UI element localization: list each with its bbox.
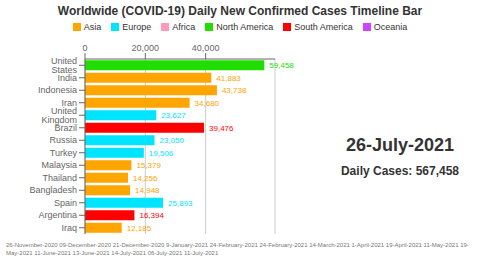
svg-text:Spain: Spain — [54, 198, 77, 208]
html-text:United: United — [51, 105, 77, 116]
html-text:States: States — [51, 64, 77, 75]
html-text:Europe: Europe — [122, 22, 152, 32]
html-text:Asia: Asia — [83, 22, 102, 32]
svg-text:59,458: 59,458 — [269, 61, 294, 70]
svg-text:India: India — [57, 73, 77, 83]
svg-text:40,000: 40,000 — [192, 43, 220, 53]
html-text:Africa: Africa — [172, 22, 196, 32]
svg-text:15,379: 15,379 — [136, 161, 161, 170]
svg-text:Turkey: Turkey — [50, 148, 78, 158]
html-text:North America: North America — [216, 22, 274, 32]
svg-text:Indonesia: Indonesia — [38, 85, 77, 95]
html-text:Oceania: Oceania — [373, 22, 408, 32]
html-text:United: United — [51, 55, 77, 66]
svg-text:Thailand: Thailand — [42, 173, 77, 183]
svg-text:23,627: 23,627 — [161, 111, 186, 120]
svg-text:43,738: 43,738 — [222, 86, 247, 95]
html-text:Kingdom: Kingdom — [41, 114, 77, 125]
svg-text:Russia: Russia — [49, 135, 77, 145]
svg-text:34,680: 34,680 — [195, 99, 220, 108]
svg-text:12,185: 12,185 — [127, 224, 152, 233]
svg-text:41,883: 41,883 — [216, 74, 241, 83]
svg-text:Iran: Iran — [61, 97, 77, 108]
svg-text:Bangladesh: Bangladesh — [29, 185, 77, 195]
html-text:26-July-2021: 26-July-2021 — [346, 135, 454, 155]
html-text:Daily Cases: 567,458: Daily Cases: 567,458 — [341, 164, 459, 178]
svg-text:14,256: 14,256 — [133, 174, 158, 183]
svg-text:39,476: 39,476 — [209, 124, 234, 133]
svg-text:Argentina: Argentina — [38, 210, 77, 220]
html-text:South America: South America — [294, 22, 353, 32]
svg-text:16,394: 16,394 — [139, 211, 164, 220]
svg-text:14,948: 14,948 — [135, 186, 160, 195]
svg-text:0: 0 — [82, 43, 87, 53]
svg-text:23,050: 23,050 — [160, 136, 185, 145]
html-text:26-November-2020 09-December-2: 26-November-2020 09-December-2020 21-Dec… — [6, 242, 469, 256]
svg-text:Malaysia: Malaysia — [41, 160, 77, 170]
html-text:Worldwide (COVID-19) Daily New: Worldwide (COVID-19) Daily New Confirmed… — [57, 4, 423, 18]
svg-text:Iraq: Iraq — [61, 223, 77, 233]
svg-text:25,893: 25,893 — [168, 199, 193, 208]
svg-text:Brazil: Brazil — [54, 123, 77, 133]
svg-text:20,000: 20,000 — [132, 43, 160, 53]
svg-text:19,506: 19,506 — [149, 149, 174, 158]
